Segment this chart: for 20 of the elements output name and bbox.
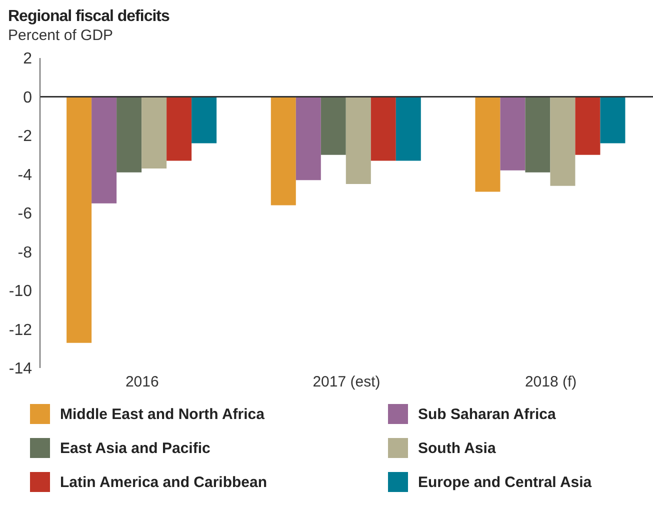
chart-subtitle: Percent of GDP	[8, 27, 114, 44]
y-tick-label: -12	[8, 322, 32, 339]
legend-label: Middle East and North Africa	[60, 406, 264, 422]
y-tick-label: -4	[18, 166, 32, 184]
y-tick-label: -14	[8, 360, 32, 378]
x-tick-label: 2017 (est)	[312, 374, 380, 391]
x-tick-label: 2016	[125, 374, 159, 391]
y-tick-label: 2	[23, 50, 32, 68]
y-tick-label: 0	[23, 89, 32, 106]
y-tick-label: -8	[18, 244, 32, 262]
x-tick-label: 2018 (f)	[524, 374, 577, 391]
legend-label: Latin America and Caribbean	[60, 474, 267, 490]
y-tick-label: -6	[18, 206, 32, 223]
legend-label: East Asia and Pacific	[60, 440, 210, 456]
y-tick-label: -2	[18, 128, 32, 146]
legend-label: South Asia	[418, 440, 496, 456]
legend-label: Europe and Central Asia	[418, 474, 592, 490]
y-tick-label: -10	[8, 283, 32, 300]
chart-title: Regional fiscal deficits	[8, 8, 170, 26]
legend-label: Sub Saharan Africa	[418, 406, 556, 422]
